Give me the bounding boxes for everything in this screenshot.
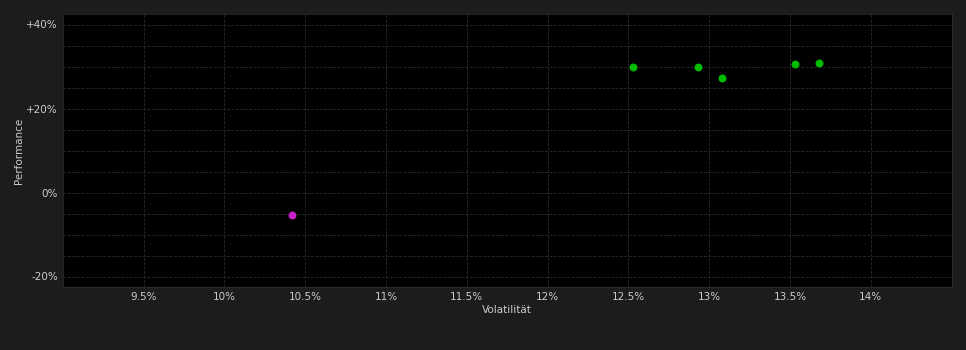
Point bbox=[787, 62, 803, 67]
Point bbox=[811, 60, 827, 66]
Point bbox=[690, 64, 705, 69]
Point bbox=[625, 64, 640, 70]
X-axis label: Volatilität: Volatilität bbox=[482, 304, 532, 315]
Point bbox=[285, 212, 300, 218]
Y-axis label: Performance: Performance bbox=[14, 117, 23, 184]
Point bbox=[714, 75, 729, 80]
